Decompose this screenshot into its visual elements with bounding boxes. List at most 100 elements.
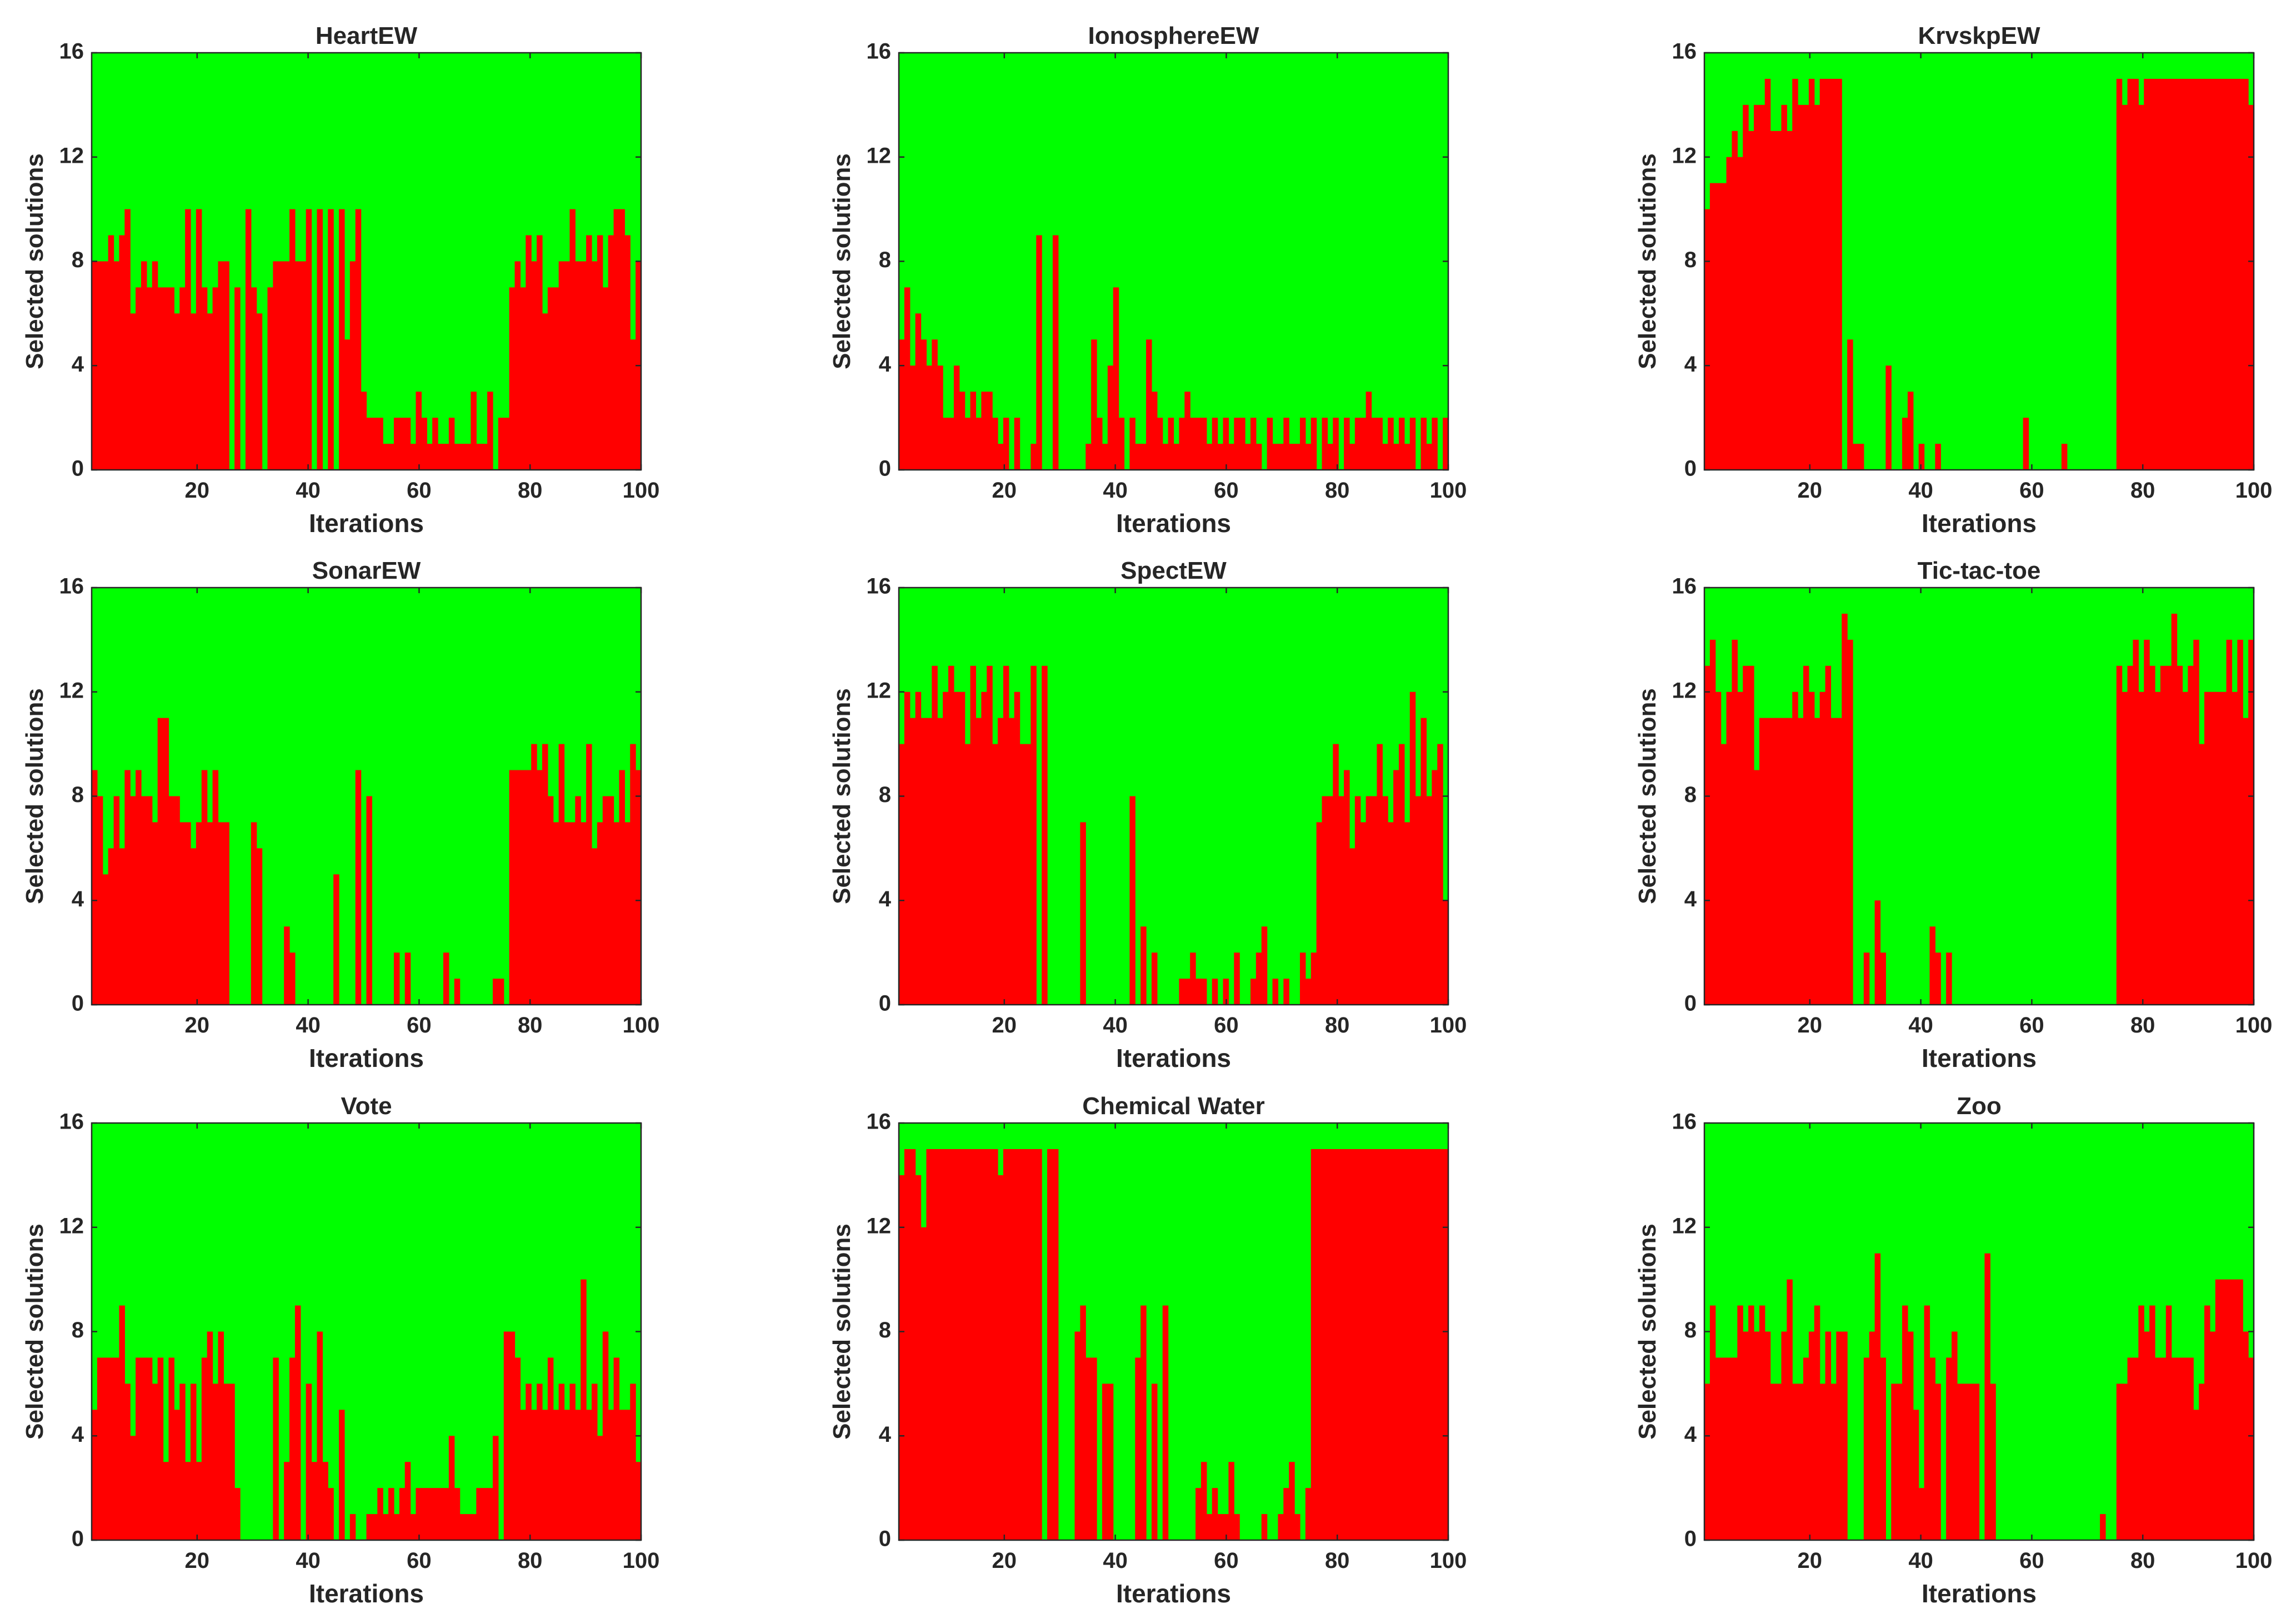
bar-65 <box>1250 979 1257 1005</box>
bar-55 <box>388 444 394 470</box>
x-tick-label: 20 <box>1798 478 1823 503</box>
bar-89 <box>2188 1357 2194 1540</box>
bar-85 <box>553 287 559 470</box>
bar-43 <box>1129 796 1136 1005</box>
bar-21 <box>201 1357 208 1540</box>
y-tick-label: 0 <box>879 991 891 1016</box>
bar-95 <box>1415 1149 1422 1540</box>
y-tick-label: 16 <box>1672 39 1697 64</box>
bar-60 <box>1223 979 1229 1005</box>
bar-60 <box>1223 418 1229 470</box>
bar-52 <box>1984 1253 1990 1540</box>
bar-90 <box>581 822 587 1005</box>
bar-76 <box>1310 418 1317 470</box>
bar-24 <box>1025 1149 1031 1540</box>
bar-24 <box>218 1331 224 1540</box>
bar-5 <box>921 1227 927 1540</box>
bar-82 <box>2149 1305 2155 1540</box>
bar-53 <box>377 418 383 470</box>
bar-85 <box>1360 822 1367 1005</box>
bar-89 <box>1382 796 1388 1005</box>
bar-17 <box>1792 1384 1798 1541</box>
bar-36 <box>284 1462 290 1540</box>
bar-79 <box>520 770 526 1005</box>
bar-16 <box>174 796 180 1005</box>
bar-23 <box>1019 1149 1026 1540</box>
subplot-1: 0 4 8 12 16 20 40 60 80 100 HeartEW Iterations Selec… <box>21 22 659 538</box>
bar-87 <box>2177 665 2183 1005</box>
y-tick-label: 16 <box>867 39 892 64</box>
chart-title: SpectEW <box>1121 557 1227 584</box>
bar-87 <box>1371 1149 1378 1540</box>
bar-84 <box>547 796 554 1005</box>
bar-5 <box>921 718 927 1005</box>
x-axis-label: Iterations <box>1922 509 2037 538</box>
y-tick-label: 4 <box>72 352 84 377</box>
chart-title: SonarEW <box>312 557 421 584</box>
bar-80 <box>2138 691 2144 1005</box>
x-tick-label: 100 <box>623 1013 660 1037</box>
bar-15 <box>1781 1331 1787 1540</box>
bar-7 <box>932 665 938 1005</box>
y-tick-label: 16 <box>867 1110 892 1134</box>
bar-1 <box>1704 209 1710 470</box>
bar-51 <box>366 1514 372 1540</box>
bar-79 <box>1327 796 1333 1005</box>
bar-98 <box>2237 78 2243 470</box>
bar-80 <box>526 235 532 470</box>
bar-38 <box>1907 392 1914 470</box>
y-tick-label: 12 <box>59 678 84 703</box>
bar-83 <box>2154 1357 2161 1540</box>
bar-15 <box>976 1149 982 1540</box>
y-axis-label: Selected solutions <box>21 1224 48 1440</box>
bar-90 <box>2193 1410 2199 1540</box>
bar-76 <box>2116 78 2123 470</box>
bar-49 <box>355 770 362 1005</box>
bar-79 <box>2133 78 2139 470</box>
bar-19 <box>1803 104 1809 470</box>
bar-15 <box>976 418 982 470</box>
bar-82 <box>1344 418 1350 470</box>
bar-88 <box>2182 78 2188 470</box>
bar-91 <box>586 744 592 1005</box>
y-tick-label: 0 <box>1684 991 1697 1016</box>
bar-48 <box>1157 418 1163 470</box>
bar-64 <box>438 444 444 470</box>
bar-82 <box>2149 665 2155 1005</box>
y-tick-label: 16 <box>59 39 84 64</box>
bar-13 <box>1770 1384 1777 1541</box>
bar-8 <box>1743 1331 1749 1540</box>
bar-34 <box>273 1357 279 1540</box>
bar-91 <box>2199 1384 2205 1541</box>
x-tick-label: 80 <box>518 478 543 503</box>
bar-12 <box>152 822 158 1005</box>
bar-78 <box>2127 1357 2134 1540</box>
bar-94 <box>602 796 609 1005</box>
subplot-7: 0 4 8 12 16 20 40 60 80 100 Vote Iterations Selected… <box>21 1092 659 1608</box>
bar-66 <box>448 418 455 470</box>
bar-76 <box>503 418 510 470</box>
y-tick-label: 8 <box>1684 783 1697 807</box>
bar-77 <box>2122 691 2128 1005</box>
bar-9 <box>136 287 142 470</box>
bar-78 <box>514 1357 521 1540</box>
bar-5 <box>921 339 927 470</box>
bar-22 <box>1819 691 1826 1005</box>
bar-55 <box>388 1488 394 1541</box>
bar-13 <box>964 744 971 1005</box>
bar-81 <box>531 1410 537 1540</box>
bar-82 <box>537 770 543 1005</box>
bar-45 <box>1946 953 1952 1005</box>
bar-11 <box>953 691 960 1005</box>
bar-98 <box>1432 1149 1438 1540</box>
bar-87 <box>564 1410 571 1540</box>
bar-29 <box>1858 444 1864 470</box>
bar-84 <box>547 1357 554 1540</box>
bar-57 <box>1206 444 1213 470</box>
bar-12 <box>1764 1331 1771 1540</box>
bar-75 <box>1305 979 1312 1005</box>
bar-9 <box>136 1357 142 1540</box>
bar-6 <box>119 1305 125 1540</box>
bar-79 <box>1327 444 1333 470</box>
bar-22 <box>1014 691 1021 1005</box>
